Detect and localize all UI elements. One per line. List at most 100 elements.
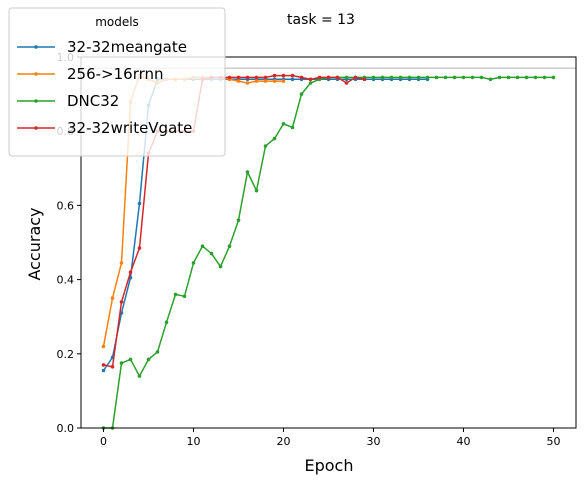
data-point bbox=[272, 79, 277, 83]
data-point bbox=[101, 368, 106, 373]
data-point bbox=[146, 357, 151, 362]
data-point bbox=[461, 75, 466, 80]
data-point bbox=[227, 244, 232, 248]
data-point bbox=[362, 77, 367, 82]
data-point bbox=[200, 244, 205, 248]
data-point bbox=[380, 75, 385, 80]
data-point bbox=[425, 75, 430, 80]
data-point bbox=[452, 75, 457, 80]
data-point bbox=[344, 75, 349, 80]
data-point bbox=[236, 218, 241, 222]
data-point bbox=[335, 75, 340, 80]
data-point bbox=[110, 296, 115, 300]
data-point bbox=[344, 81, 349, 85]
data-point bbox=[371, 75, 376, 80]
legend-label: 32-32writeVgate bbox=[67, 119, 192, 137]
data-point bbox=[236, 79, 241, 83]
legend-label: 32-32meangate bbox=[67, 38, 187, 56]
data-point bbox=[299, 75, 304, 80]
data-point bbox=[308, 81, 313, 85]
data-point bbox=[128, 357, 133, 362]
data-point bbox=[119, 361, 124, 365]
data-point bbox=[272, 73, 277, 78]
data-point bbox=[281, 73, 286, 78]
data-point bbox=[101, 344, 106, 349]
x-tick-label: 50 bbox=[547, 435, 561, 448]
data-point bbox=[173, 292, 178, 297]
data-point bbox=[137, 246, 142, 250]
data-point bbox=[155, 350, 160, 354]
y-tick-label: 0.2 bbox=[57, 348, 75, 361]
data-point bbox=[110, 365, 115, 369]
data-point bbox=[254, 79, 259, 83]
data-point bbox=[542, 75, 547, 80]
data-point bbox=[434, 75, 439, 80]
legend-label: 256->16rrnn bbox=[67, 65, 164, 83]
x-tick-label: 10 bbox=[187, 435, 201, 448]
data-point bbox=[506, 75, 511, 80]
data-point bbox=[119, 300, 124, 304]
data-point bbox=[137, 374, 142, 378]
data-point bbox=[281, 79, 286, 83]
data-point bbox=[515, 75, 520, 80]
data-point bbox=[524, 75, 529, 80]
data-point bbox=[101, 363, 106, 367]
data-point bbox=[191, 261, 196, 265]
data-point bbox=[470, 75, 475, 80]
data-point bbox=[137, 201, 142, 206]
legend-swatch-marker bbox=[34, 99, 38, 103]
data-point bbox=[290, 125, 295, 130]
legend-swatch-marker bbox=[34, 45, 38, 49]
data-point bbox=[290, 77, 295, 82]
data-point bbox=[308, 77, 313, 82]
x-tick-label: 30 bbox=[367, 435, 381, 448]
data-point bbox=[443, 75, 448, 80]
data-point bbox=[119, 261, 124, 265]
data-point bbox=[479, 75, 484, 80]
data-point bbox=[263, 79, 268, 83]
data-point bbox=[551, 75, 556, 80]
x-tick-label: 0 bbox=[100, 435, 107, 448]
data-point bbox=[254, 75, 259, 80]
legend: models 32-32meangate 256->16rrnn DNC32 32-3… bbox=[8, 7, 226, 157]
data-point bbox=[272, 136, 277, 141]
data-point bbox=[209, 251, 214, 256]
x-tick-label: 40 bbox=[457, 435, 471, 448]
data-point bbox=[254, 188, 259, 193]
y-tick-label: 0.4 bbox=[57, 274, 75, 287]
data-point bbox=[497, 75, 502, 80]
data-point bbox=[245, 81, 250, 85]
data-point bbox=[398, 75, 403, 80]
data-point bbox=[263, 75, 268, 80]
data-point bbox=[407, 75, 412, 80]
legend-swatch-marker bbox=[34, 126, 38, 130]
data-point bbox=[290, 73, 295, 78]
y-tick-label: 0.0 bbox=[57, 422, 75, 435]
legend-box bbox=[8, 7, 226, 157]
legend-title: models bbox=[95, 15, 139, 29]
x-tick-label: 20 bbox=[277, 435, 291, 448]
data-point bbox=[353, 75, 358, 80]
data-point bbox=[281, 122, 286, 126]
data-point bbox=[182, 294, 187, 299]
data-point bbox=[218, 264, 223, 269]
data-point bbox=[164, 320, 169, 325]
x-axis-title: Epoch bbox=[305, 456, 354, 475]
data-point bbox=[236, 75, 241, 80]
legend-label: DNC32 bbox=[67, 92, 119, 110]
data-point bbox=[389, 75, 394, 80]
data-point bbox=[227, 75, 232, 80]
data-point bbox=[128, 270, 133, 275]
data-point bbox=[488, 77, 493, 82]
data-point bbox=[326, 75, 331, 80]
legend-swatch-marker bbox=[34, 72, 38, 76]
y-tick-label: 0.6 bbox=[57, 199, 75, 212]
plot-frame bbox=[80, 56, 577, 429]
y-axis-title: Accuracy bbox=[25, 207, 44, 280]
data-point bbox=[245, 170, 250, 174]
data-point bbox=[299, 92, 304, 96]
chart-title: task = 13 bbox=[287, 12, 355, 28]
data-point bbox=[533, 75, 538, 80]
data-point bbox=[317, 75, 322, 80]
